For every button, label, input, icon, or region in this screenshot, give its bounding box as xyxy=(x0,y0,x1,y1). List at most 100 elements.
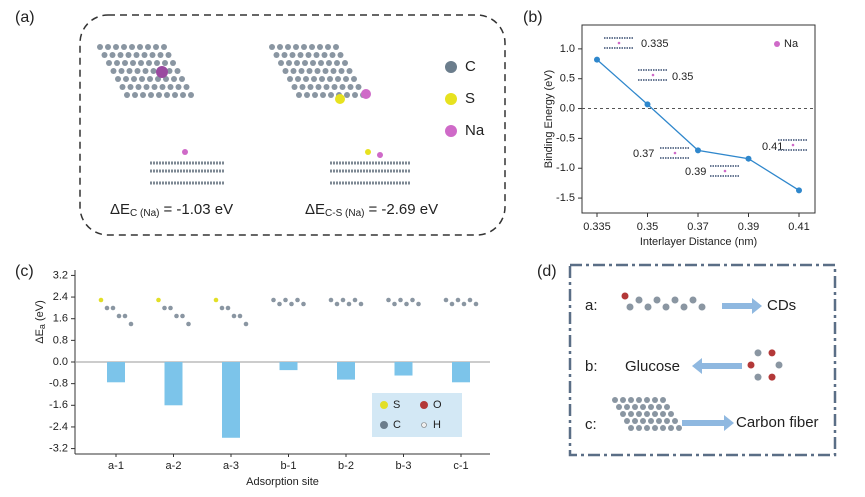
atom xyxy=(347,84,354,90)
atom xyxy=(467,297,473,303)
atom xyxy=(140,92,146,98)
atom xyxy=(104,305,110,311)
atom xyxy=(318,60,324,66)
atom-dot xyxy=(380,401,388,409)
atom xyxy=(98,297,104,303)
atom xyxy=(291,84,298,90)
layer-icon xyxy=(617,41,621,45)
atom xyxy=(628,397,634,403)
atom xyxy=(156,92,162,98)
atom xyxy=(624,404,630,410)
atom xyxy=(315,84,322,90)
x-tick-label: a-3 xyxy=(223,460,239,472)
atom xyxy=(273,52,280,58)
atom xyxy=(620,397,626,403)
atom xyxy=(143,84,150,90)
atom xyxy=(179,76,185,82)
atom xyxy=(337,52,344,58)
atom xyxy=(775,361,783,369)
y-tick-label: -3.2 xyxy=(49,442,68,454)
atom xyxy=(377,152,383,158)
atom xyxy=(326,60,332,66)
atom xyxy=(660,411,666,417)
atom xyxy=(664,404,670,410)
atom xyxy=(289,301,294,307)
atom xyxy=(282,68,289,74)
atom xyxy=(365,149,371,155)
atom xyxy=(668,425,674,431)
atom xyxy=(664,418,670,424)
atom xyxy=(156,66,168,78)
atom xyxy=(392,301,397,307)
atom xyxy=(138,60,144,66)
atom xyxy=(113,44,119,50)
y-tick-label: 1.0 xyxy=(560,43,575,55)
x-tick-label: 0.35 xyxy=(637,221,658,233)
atom xyxy=(126,68,133,74)
arrow xyxy=(692,358,742,374)
atom xyxy=(335,94,345,104)
bar xyxy=(107,362,125,383)
row-label: CDs xyxy=(767,297,796,314)
atom xyxy=(297,52,304,58)
data-point xyxy=(644,101,651,108)
atom xyxy=(155,76,161,82)
x-axis-label: Interlayer Distance (nm) xyxy=(640,236,757,248)
atom xyxy=(358,301,364,307)
atom xyxy=(311,76,317,82)
atom-label: S xyxy=(393,399,400,411)
panel-label: (c) xyxy=(15,263,34,280)
row-key: c: xyxy=(585,416,597,433)
atom xyxy=(164,92,170,98)
atom xyxy=(329,52,336,58)
atom xyxy=(299,84,306,90)
arrow xyxy=(722,298,762,314)
atom xyxy=(309,44,315,50)
x-tick-label: 0.37 xyxy=(687,221,708,233)
atom xyxy=(304,92,310,98)
y-axis-label: ΔEa (eV) xyxy=(34,300,47,344)
row-key: b: xyxy=(585,358,598,375)
atom xyxy=(117,52,124,58)
atom xyxy=(115,76,121,82)
atom xyxy=(662,303,670,311)
atom xyxy=(295,297,300,303)
atom xyxy=(330,68,337,74)
atom xyxy=(656,418,662,424)
atom xyxy=(321,52,328,58)
atom xyxy=(302,60,308,66)
atom xyxy=(271,297,276,303)
atom xyxy=(124,92,130,98)
layer-icon xyxy=(791,143,795,147)
atom xyxy=(130,60,136,66)
eq-symbol: ΔE xyxy=(110,201,130,218)
atom xyxy=(635,296,643,304)
atom xyxy=(134,68,141,74)
legend-label: Na xyxy=(784,38,799,50)
atom xyxy=(237,313,243,319)
atom xyxy=(648,404,654,410)
atom xyxy=(225,305,231,311)
atom xyxy=(632,404,638,410)
atom xyxy=(443,297,449,303)
atom xyxy=(159,84,166,90)
atom xyxy=(636,425,642,431)
atom xyxy=(317,44,323,50)
atom xyxy=(323,84,330,90)
atom xyxy=(312,92,318,98)
atom xyxy=(331,84,338,90)
atom xyxy=(334,60,340,66)
atom xyxy=(319,76,325,82)
atom xyxy=(141,52,148,58)
data-point xyxy=(796,187,802,194)
atom xyxy=(313,52,320,58)
annotation: 0.41 xyxy=(762,141,783,153)
atom xyxy=(139,76,145,82)
y-tick-label: 1.6 xyxy=(53,313,68,325)
data-point xyxy=(594,56,600,63)
atom-legend-box xyxy=(372,393,462,437)
atom xyxy=(298,68,305,74)
atom xyxy=(386,297,391,303)
x-tick-label: b-3 xyxy=(396,460,412,472)
atom xyxy=(455,297,461,303)
